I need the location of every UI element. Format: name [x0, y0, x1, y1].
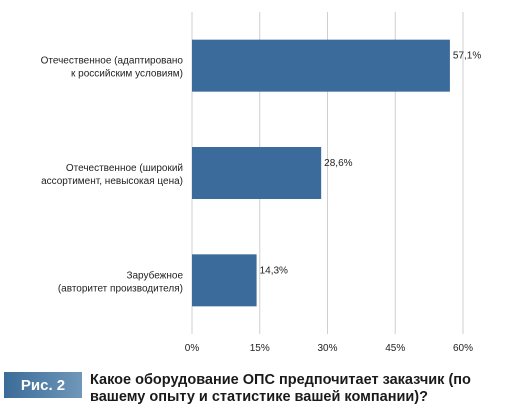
figure-caption-text: Какое оборудование ОПС предпочитает зака…: [90, 372, 471, 405]
x-tick-label: 15%: [250, 343, 270, 354]
bar-value-label: 28,6%: [324, 158, 352, 169]
x-tick-label: 60%: [453, 343, 473, 354]
bar-value-label: 14,3%: [260, 265, 288, 276]
bar-value-label: 57,1%: [453, 51, 481, 62]
x-tick-label: 30%: [317, 343, 337, 354]
category-label: Отечественное (адаптировано к российским …: [41, 56, 184, 80]
category-labels: Отечественное (адаптировано к российским …: [41, 56, 184, 295]
x-tick-label: 0%: [185, 343, 200, 354]
category-label: Отечественное (широкий ассортимент, невыс…: [41, 163, 183, 187]
bars: [192, 39, 450, 307]
bar-chart: Отечественное (адаптировано к российским …: [41, 12, 482, 354]
figure-number-badge: Рис. 2: [4, 372, 82, 398]
x-tick-label: 45%: [385, 343, 405, 354]
value-labels: 57,1% 28,6% 14,3%: [260, 51, 482, 277]
bar: [192, 254, 257, 307]
category-label: Зарубежное (авторитет производителя): [58, 269, 184, 294]
bar: [192, 39, 450, 92]
x-axis-tick-labels: 0% 15% 30% 45% 60%: [185, 343, 473, 354]
bar: [192, 147, 322, 199]
figure-caption: Рис. 2 Какое оборудование ОПС предпочита…: [0, 364, 512, 414]
